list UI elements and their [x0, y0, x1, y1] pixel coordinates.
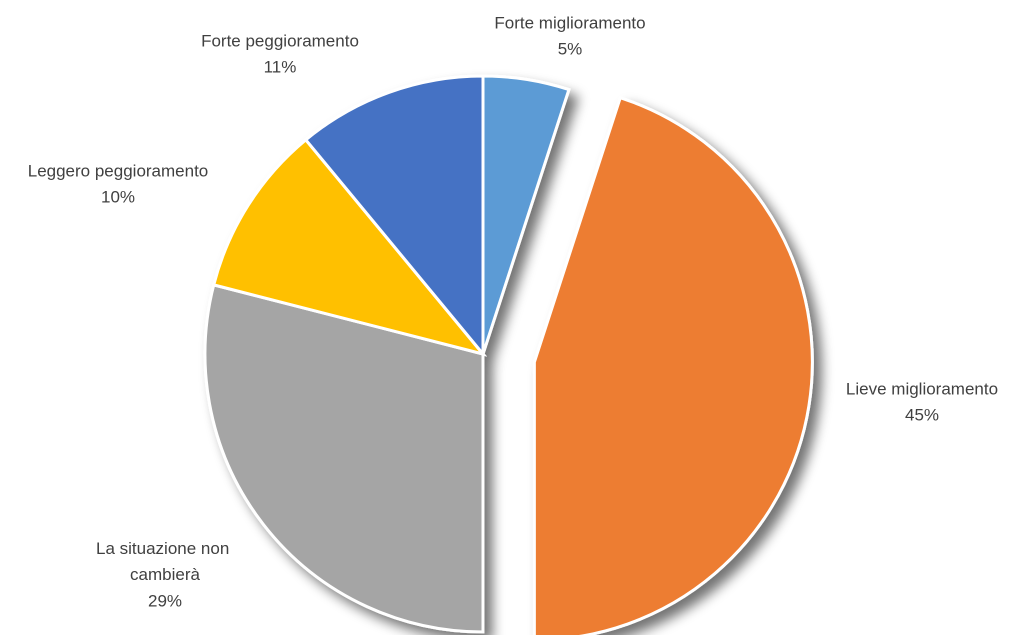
value-label: 45%: [905, 405, 939, 424]
category-label: Lieve miglioramento: [846, 379, 998, 398]
slice: [303, 74, 485, 359]
category-label: Forte miglioramento: [494, 13, 645, 32]
value-label: 29%: [148, 591, 182, 610]
category-label: La situazione non cambierà: [96, 539, 234, 584]
category-label: Forte peggioramento: [201, 31, 359, 50]
value-label: 10%: [101, 187, 135, 206]
pie: [203, 74, 814, 635]
value-label: 11%: [264, 57, 297, 76]
value-label: 5%: [558, 39, 583, 58]
category-label: Leggero peggioramento: [28, 161, 209, 180]
slice: [203, 283, 485, 634]
slice: [532, 95, 814, 635]
slice: [211, 137, 488, 357]
